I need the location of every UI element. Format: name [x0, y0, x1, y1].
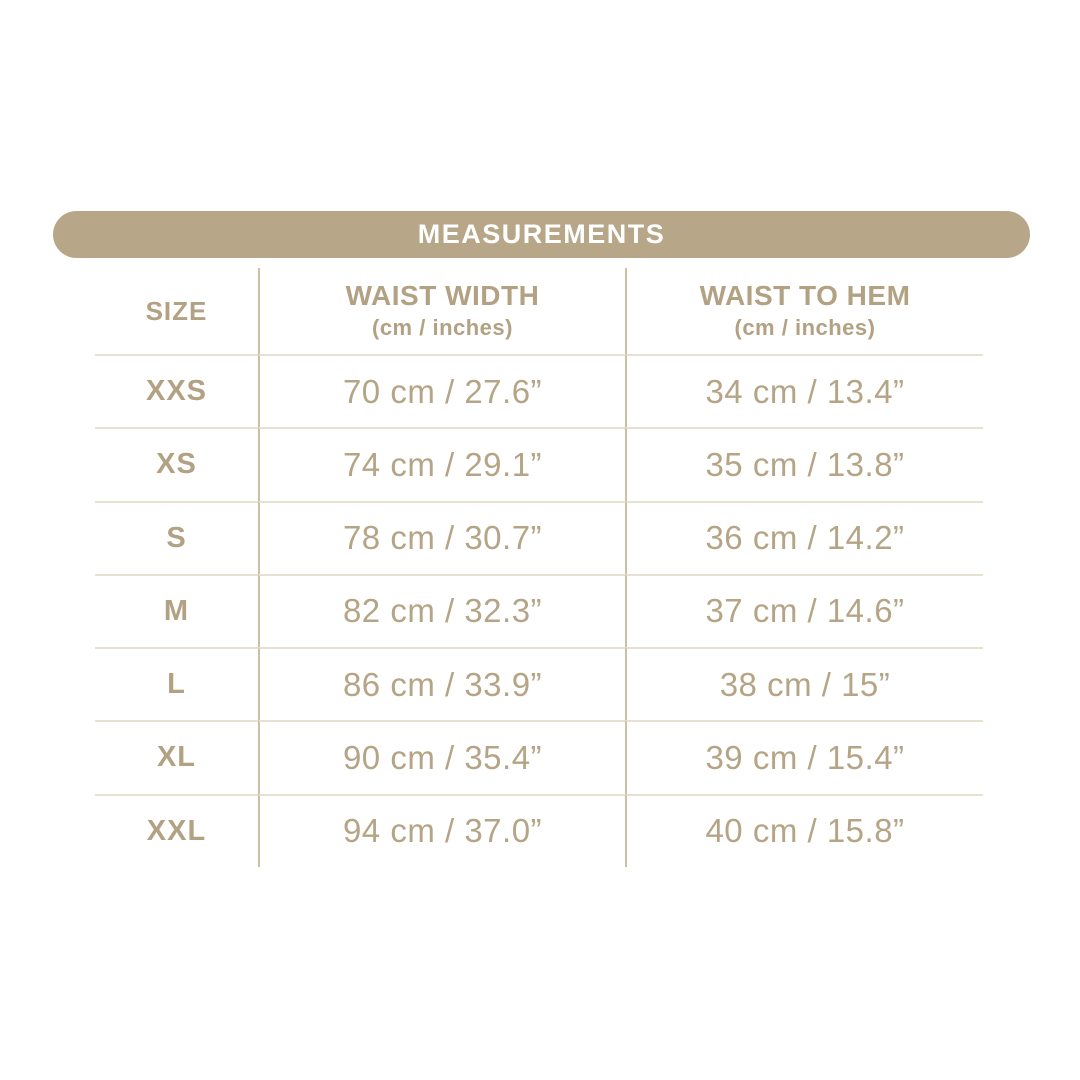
waist-to-hem-value: 37 cm / 14.6”	[705, 592, 905, 630]
table-row-xs-size-cell: XS	[95, 427, 258, 500]
measurements-banner: MEASUREMENTS	[53, 211, 1030, 258]
banner-title: MEASUREMENTS	[417, 219, 666, 249]
waist-to-hem-value: 40 cm / 15.8”	[705, 812, 905, 850]
waist-width-value: 82 cm / 32.3”	[342, 592, 543, 630]
waist-to-hem-value: 39 cm / 15.4”	[705, 738, 905, 776]
waist-to-hem-value: 35 cm / 13.8”	[705, 445, 905, 483]
column-header-waist-to-hem-label: WAIST TO HEM	[699, 279, 911, 311]
size-label: M	[163, 594, 190, 627]
column-header-waist-width-units: (cm / inches)	[372, 314, 513, 340]
table-row-xxl-waist-width-cell: 94 cm / 37.0”	[258, 793, 625, 867]
size-label: XXL	[146, 814, 207, 847]
waist-width-value: 94 cm / 37.0”	[342, 812, 543, 850]
column-header-waist-width: WAIST WIDTH (cm / inches)	[258, 268, 625, 354]
table-row-l-waist-width-cell: 86 cm / 33.9”	[258, 647, 625, 721]
size-chart-table: SIZE WAIST WIDTH (cm / inches) WAIST TO …	[95, 268, 983, 867]
table-row-xxs-waist-width-cell: 70 cm / 27.6”	[258, 354, 625, 428]
table-row-s-waist-width-cell: 78 cm / 30.7”	[258, 500, 625, 574]
table-row-xxl-waist-to-hem-cell: 40 cm / 15.8”	[625, 793, 983, 867]
table-row-l-waist-to-hem-cell: 38 cm / 15”	[625, 647, 983, 721]
table-row-m-waist-to-hem-cell: 37 cm / 14.6”	[625, 573, 983, 648]
table-row-xl-size-cell: XL	[95, 720, 258, 793]
waist-width-value: 74 cm / 29.1”	[342, 445, 543, 483]
table-row-xs-waist-width-cell: 74 cm / 29.1”	[258, 427, 625, 501]
table-row-xxl-size-cell: XXL	[95, 793, 258, 867]
table-row-s-size-cell: S	[95, 500, 258, 574]
column-header-size: SIZE	[95, 268, 258, 354]
size-label: S	[166, 521, 187, 554]
column-header-waist-to-hem-units: (cm / inches)	[734, 314, 876, 340]
size-label: XS	[156, 448, 197, 481]
column-header-waist-width-label: WAIST WIDTH	[345, 279, 540, 311]
table-row-xs-waist-to-hem-cell: 35 cm / 13.8”	[625, 427, 983, 501]
size-label: L	[167, 668, 186, 701]
waist-to-hem-value: 36 cm / 14.2”	[705, 519, 905, 557]
waist-width-value: 78 cm / 30.7”	[342, 519, 543, 557]
waist-to-hem-value: 38 cm / 15”	[719, 665, 891, 703]
table-row-xxs-waist-to-hem-cell: 34 cm / 13.4”	[625, 354, 983, 428]
table-row-xxs-size-cell: XXS	[95, 354, 258, 427]
table-row-l-size-cell: L	[95, 647, 258, 720]
table-row-m-waist-width-cell: 82 cm / 32.3”	[258, 573, 625, 648]
column-header-waist-to-hem: WAIST TO HEM (cm / inches)	[625, 268, 983, 354]
waist-width-value: 90 cm / 35.4”	[342, 738, 543, 776]
waist-width-value: 86 cm / 33.9”	[342, 665, 543, 703]
table-row-xl-waist-width-cell: 90 cm / 35.4”	[258, 720, 625, 794]
table-row-xl-waist-to-hem-cell: 39 cm / 15.4”	[625, 720, 983, 794]
size-label: XXS	[145, 375, 208, 408]
table-row-s-waist-to-hem-cell: 36 cm / 14.2”	[625, 500, 983, 574]
table-row-m-size-cell: M	[95, 573, 258, 647]
size-label: XL	[156, 741, 197, 774]
column-header-size-label: SIZE	[145, 295, 208, 326]
waist-to-hem-value: 34 cm / 13.4”	[705, 372, 905, 410]
waist-width-value: 70 cm / 27.6”	[342, 372, 543, 410]
